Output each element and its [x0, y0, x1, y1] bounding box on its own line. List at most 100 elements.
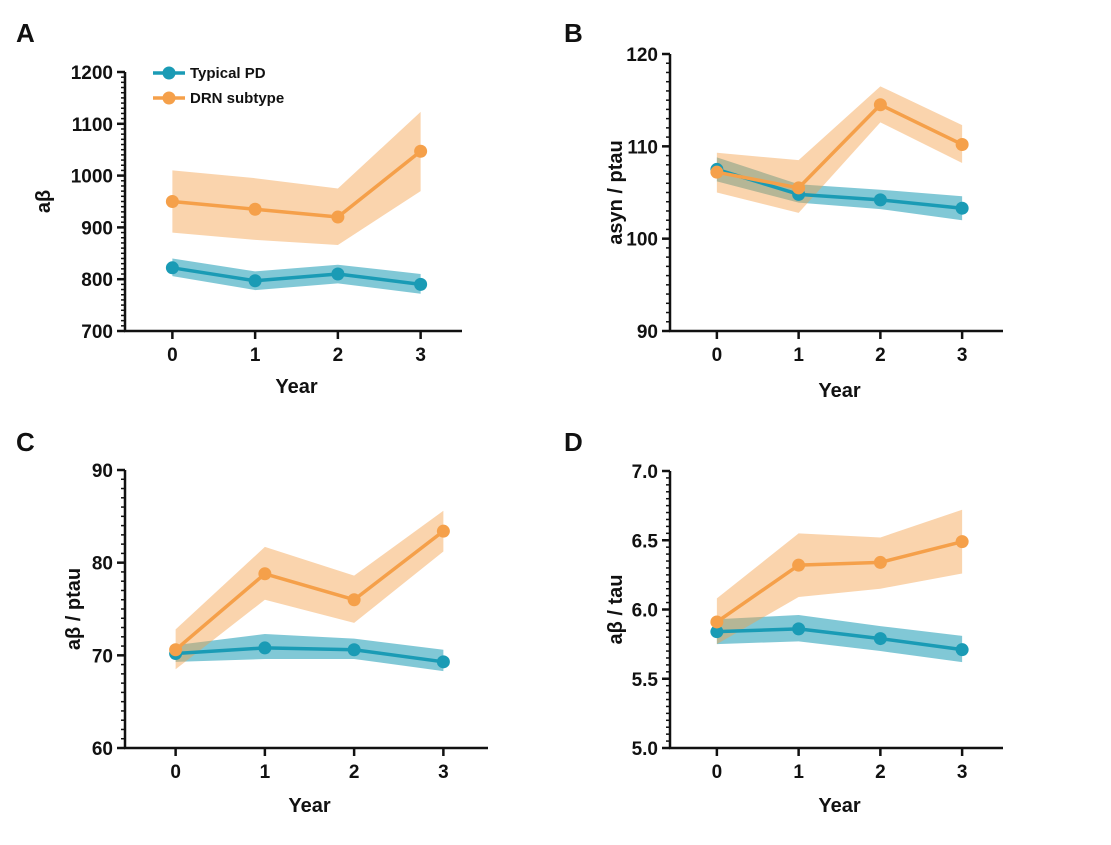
y-axis-title: aβ / tau — [605, 575, 627, 645]
series-line-typical-pd — [716, 627, 963, 652]
series-line-typical-pd — [175, 646, 444, 664]
x-tick-label: 2 — [875, 345, 886, 366]
legend: Typical PD DRN subtype — [153, 65, 284, 107]
x-tick-label: 1 — [250, 345, 261, 366]
data-point-drn-subtype — [248, 202, 262, 216]
series-line-drn-subtype — [716, 103, 963, 190]
data-point-drn-subtype — [347, 593, 361, 607]
panel-d: D 5.0 5.5 6.0 6.5 7.0 0 1 2 3 Year aβ / tau — [564, 427, 1003, 817]
y-tick-label: 1200 — [71, 63, 113, 84]
y-tick-label: 1100 — [72, 115, 113, 136]
data-point-drn-subtype — [792, 181, 806, 195]
confidence-band-typical-pd — [716, 157, 963, 221]
panel-letter: D — [564, 427, 583, 457]
panel-letter: A — [16, 18, 35, 48]
y-tick-label: 80 — [92, 554, 113, 575]
legend-label: Typical PD — [190, 65, 266, 82]
series-line-drn-subtype — [715, 539, 963, 624]
y-tick-label: 6.0 — [632, 601, 658, 622]
y-tick-label: 1000 — [71, 167, 113, 188]
confidence-band-drn-subtype — [716, 86, 963, 213]
data-point-drn-subtype — [710, 615, 724, 629]
data-point-drn-subtype — [873, 98, 887, 112]
x-tick-label: 3 — [438, 762, 449, 783]
y-axis-title: aβ / ptau — [63, 568, 85, 650]
y-tick-label: 900 — [81, 218, 113, 239]
series-line-typical-pd — [172, 266, 421, 287]
data-point-drn-subtype — [258, 567, 272, 581]
y-tick-label: 60 — [92, 739, 113, 760]
y-tick-label: 110 — [627, 137, 658, 158]
legend-swatch-marker — [162, 91, 176, 105]
panel-b: B 90 100 110 120 0 1 2 3 Year asyn / ptau — [564, 18, 1003, 402]
data-point-drn-subtype — [873, 555, 887, 569]
series-line-drn-subtype — [174, 529, 445, 652]
data-point-drn-subtype — [414, 144, 428, 158]
data-point-typical-pd — [165, 261, 179, 275]
data-point-typical-pd — [347, 643, 361, 657]
y-tick-label: 5.0 — [632, 739, 658, 760]
y-tick-label: 700 — [81, 322, 113, 343]
data-point-drn-subtype — [792, 558, 806, 572]
x-tick-label: 0 — [712, 345, 723, 366]
data-point-drn-subtype — [169, 643, 183, 657]
data-point-drn-subtype — [331, 210, 345, 224]
x-tick-label: 0 — [167, 345, 178, 366]
series-line-drn-subtype — [172, 149, 422, 219]
y-axis-title: aβ — [33, 190, 55, 213]
panel-letter: B — [564, 18, 583, 48]
x-tick-label: 1 — [793, 762, 804, 783]
panel-c: C 60 70 80 90 0 1 2 3 Year aβ / ptau — [16, 427, 488, 817]
confidence-band-typical-pd — [716, 615, 963, 663]
x-axis-title: Year — [288, 795, 330, 817]
data-point-typical-pd — [248, 274, 262, 288]
data-point-drn-subtype — [955, 535, 969, 549]
y-tick-label: 7.0 — [632, 462, 658, 483]
x-tick-label: 1 — [793, 345, 804, 366]
y-tick-label: 100 — [626, 230, 658, 251]
y-tick-label: 90 — [637, 322, 658, 343]
series-line-typical-pd — [716, 167, 963, 210]
confidence-band-drn-subtype — [175, 510, 444, 670]
data-point-typical-pd — [792, 622, 806, 636]
y-tick-label: 6.5 — [632, 531, 659, 552]
data-point-typical-pd — [955, 201, 969, 215]
y-tick-label: 800 — [81, 270, 113, 291]
x-tick-label: 3 — [415, 345, 426, 366]
confidence-band-drn-subtype — [716, 509, 963, 645]
x-tick-label: 0 — [170, 762, 181, 783]
data-point-drn-subtype — [710, 165, 724, 179]
data-point-typical-pd — [436, 655, 450, 669]
x-tick-label: 2 — [875, 762, 886, 783]
x-tick-label: 2 — [349, 762, 360, 783]
panel-letter: C — [16, 427, 35, 457]
confidence-band-typical-pd — [175, 634, 444, 672]
y-axis-title: asyn / ptau — [605, 140, 627, 244]
x-axis-title: Year — [818, 795, 860, 817]
x-axis-title: Year — [275, 376, 317, 398]
y-tick-label: 120 — [626, 45, 658, 66]
data-point-typical-pd — [258, 641, 272, 655]
data-point-typical-pd — [873, 193, 887, 207]
data-point-drn-subtype — [436, 524, 450, 538]
panel-a: A 700 800 900 1000 1100 1200 0 1 2 3 Year aβ — [16, 18, 462, 398]
x-tick-label: 1 — [260, 762, 271, 783]
data-point-typical-pd — [710, 625, 724, 639]
confidence-band-drn-subtype — [172, 111, 421, 246]
data-point-typical-pd — [331, 267, 345, 281]
x-tick-label: 3 — [957, 762, 968, 783]
x-tick-label: 2 — [333, 345, 344, 366]
data-point-drn-subtype — [955, 137, 969, 151]
data-point-typical-pd — [414, 277, 428, 291]
x-axis-title: Year — [818, 380, 860, 402]
y-tick-label: 5.5 — [632, 670, 659, 691]
data-point-typical-pd — [955, 643, 969, 657]
legend-label: DRN subtype — [190, 90, 284, 107]
legend-swatch-marker — [162, 66, 176, 80]
y-tick-label: 90 — [92, 461, 113, 482]
y-tick-label: 70 — [92, 646, 113, 667]
data-point-drn-subtype — [165, 195, 179, 208]
x-tick-label: 3 — [957, 345, 968, 366]
data-point-typical-pd — [873, 632, 887, 646]
